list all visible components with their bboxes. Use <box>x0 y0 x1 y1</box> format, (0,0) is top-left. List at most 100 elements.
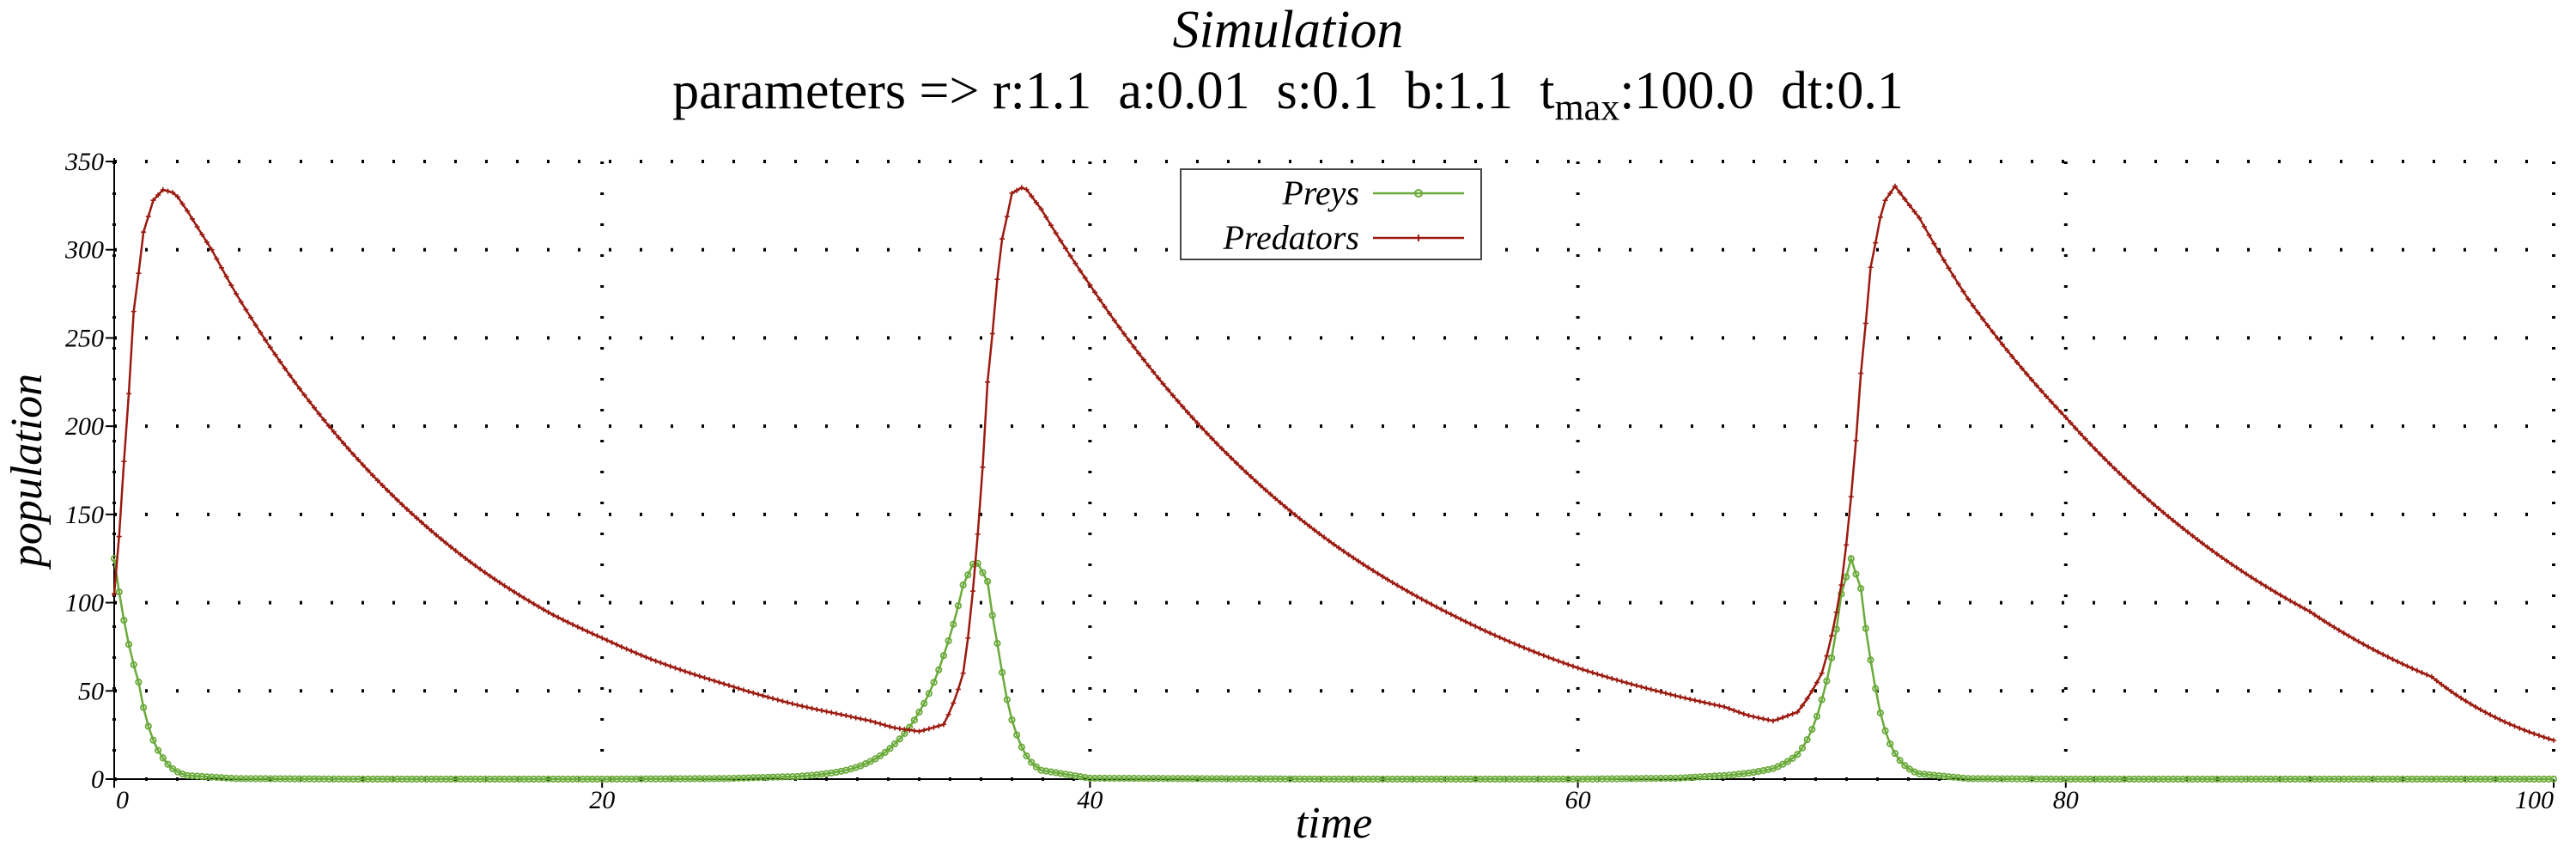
series-line-preys <box>112 554 2554 781</box>
data-point <box>1824 653 1830 659</box>
data-point <box>1121 331 1127 337</box>
data-point <box>130 661 137 668</box>
data-point <box>1467 621 1473 627</box>
data-point <box>1311 527 1317 533</box>
data-point <box>507 586 513 592</box>
data-point <box>2170 517 2176 523</box>
data-point <box>2224 557 2230 564</box>
data-point <box>2097 451 2103 457</box>
data-point <box>960 670 966 676</box>
data-point <box>902 727 908 733</box>
data-point <box>867 718 873 724</box>
data-point <box>1891 749 1899 758</box>
data-point <box>589 631 595 637</box>
data-point <box>1722 704 1728 710</box>
data-point <box>550 612 556 618</box>
legend-marker <box>1415 235 1422 241</box>
data-point <box>1170 393 1176 399</box>
parameter-item: b:1.1 <box>1405 62 1514 120</box>
data-point <box>1803 736 1811 744</box>
data-point <box>1726 705 1732 711</box>
data-point <box>2517 725 2523 731</box>
data-point <box>258 330 264 336</box>
parameter-item: tmax:100.0 <box>1540 62 1754 129</box>
data-point <box>560 617 566 623</box>
data-point <box>1029 193 1035 199</box>
data-point <box>296 386 302 392</box>
data-point <box>570 622 576 628</box>
data-point <box>2497 716 2503 722</box>
data-point <box>1662 691 1668 697</box>
data-point <box>1936 249 1942 255</box>
data-point <box>789 701 795 707</box>
data-point <box>2190 533 2196 539</box>
data-point <box>423 524 429 530</box>
data-point <box>1185 409 1191 415</box>
data-point <box>1370 568 1376 574</box>
data-point <box>1204 430 1210 436</box>
data-point <box>409 510 415 516</box>
data-point <box>125 640 133 649</box>
data-point <box>1843 573 1850 581</box>
parameter-item: dt:0.1 <box>1780 62 1904 120</box>
data-point <box>1838 582 1844 588</box>
data-point <box>1200 425 1206 431</box>
data-point <box>1365 564 1371 570</box>
data-point <box>1336 545 1342 551</box>
data-point <box>149 736 157 744</box>
data-point <box>687 670 693 676</box>
tick-labels: 0 50 100 150 200 250 300 350 0 20 40 60 80 100 <box>64 148 2554 814</box>
data-point <box>677 667 683 673</box>
data-point <box>1238 465 1244 471</box>
data-point <box>2346 633 2352 639</box>
data-point <box>2341 631 2347 637</box>
data-point <box>365 467 371 473</box>
data-point <box>1862 624 1869 632</box>
data-point <box>2239 568 2245 574</box>
data-point <box>394 497 400 503</box>
data-point <box>1668 691 1674 698</box>
data-point <box>223 274 229 280</box>
data-point <box>1755 715 1761 721</box>
data-point <box>999 668 1006 676</box>
data-point <box>1770 718 1776 724</box>
data-point <box>1965 296 1971 302</box>
data-point <box>804 704 810 710</box>
data-point <box>1902 196 1908 202</box>
data-point <box>2106 460 2112 466</box>
data-point <box>126 391 132 397</box>
data-point <box>2551 737 2556 743</box>
data-point <box>1155 375 1161 381</box>
data-point <box>1497 635 1503 641</box>
data-point <box>2155 505 2161 511</box>
data-point <box>414 515 420 521</box>
data-point <box>1389 580 1395 586</box>
data-point <box>311 405 317 411</box>
data-point <box>886 745 894 752</box>
data-point <box>2087 441 2093 447</box>
data-point <box>2151 501 2157 507</box>
data-point <box>1873 240 1879 246</box>
data-point <box>2549 775 2558 783</box>
data-point <box>930 679 938 686</box>
data-point <box>1429 601 1435 607</box>
data-point <box>1677 694 1683 700</box>
data-point <box>794 702 800 708</box>
data-point <box>1004 214 1010 220</box>
data-point <box>2214 551 2220 557</box>
data-point <box>453 548 459 554</box>
data-point <box>1443 609 1449 615</box>
data-point <box>1619 679 1625 685</box>
y-tick-label: 300 <box>64 236 104 265</box>
data-point <box>975 531 981 537</box>
data-point <box>1702 699 1708 705</box>
data-point <box>599 635 605 641</box>
data-point <box>2277 592 2283 598</box>
data-point <box>1911 209 1917 215</box>
data-point <box>1326 538 1332 544</box>
data-point <box>1487 631 1493 637</box>
data-point <box>1136 350 1142 356</box>
data-point <box>165 188 171 194</box>
data-point <box>2160 509 2166 515</box>
data-point <box>2175 521 2181 527</box>
